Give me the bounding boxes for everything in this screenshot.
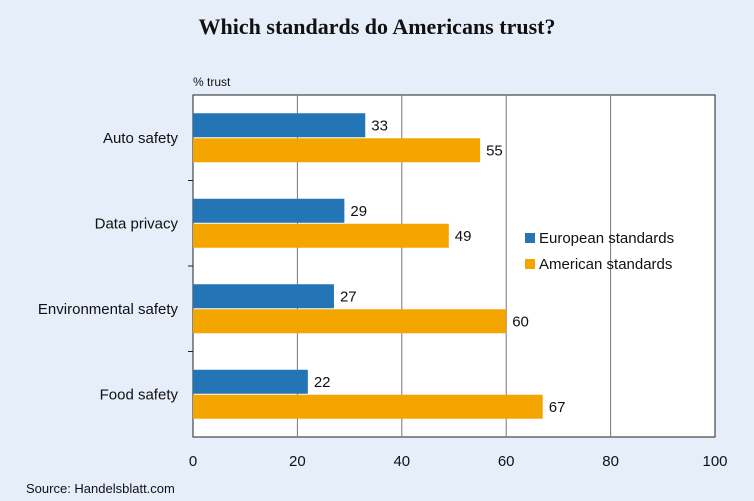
category-label: Auto safety: [103, 130, 179, 147]
x-tick-label: 20: [289, 453, 306, 470]
bar-european: [193, 113, 366, 138]
category-label: Data privacy: [95, 215, 179, 232]
unit-label: % trust: [193, 75, 231, 89]
x-tick-label: 100: [702, 453, 727, 470]
x-tick-label: 60: [498, 453, 515, 470]
category-label: Environmental safety: [38, 301, 179, 318]
category-label: Food safety: [100, 386, 179, 403]
x-tick-label: 40: [393, 453, 410, 470]
axes: 0 20 40 60 80 100 % trust Auto safety Data priva…: [38, 75, 728, 470]
bar-value-label: 49: [455, 228, 472, 245]
bar-european: [193, 198, 345, 223]
bar-american: [193, 309, 507, 334]
legend: European standards American standards: [525, 230, 674, 273]
bar-value-label: 55: [486, 142, 503, 159]
bar-european: [193, 369, 308, 394]
legend-label: American standards: [539, 256, 672, 273]
bar-value-label: 22: [314, 374, 331, 391]
x-tick-label: 0: [189, 453, 197, 470]
bar-value-label: 33: [371, 117, 388, 134]
legend-label: European standards: [539, 230, 674, 247]
bar-value-label: 29: [350, 203, 367, 220]
bar-value-label: 60: [512, 313, 529, 330]
source-note: Source: Handelsblatt.com: [26, 481, 175, 496]
legend-swatch: [525, 259, 535, 269]
bar-american: [193, 138, 481, 163]
bar-american: [193, 223, 449, 248]
chart-title: Which standards do Americans trust?: [198, 14, 556, 39]
x-tick-label: 80: [602, 453, 619, 470]
bar-value-label: 67: [549, 399, 566, 416]
legend-swatch: [525, 233, 535, 243]
bar-american: [193, 394, 543, 419]
bar-european: [193, 284, 334, 309]
bar-value-label: 27: [340, 288, 357, 305]
bars: 33 55 29 49 27 60 22 67: [193, 113, 565, 419]
